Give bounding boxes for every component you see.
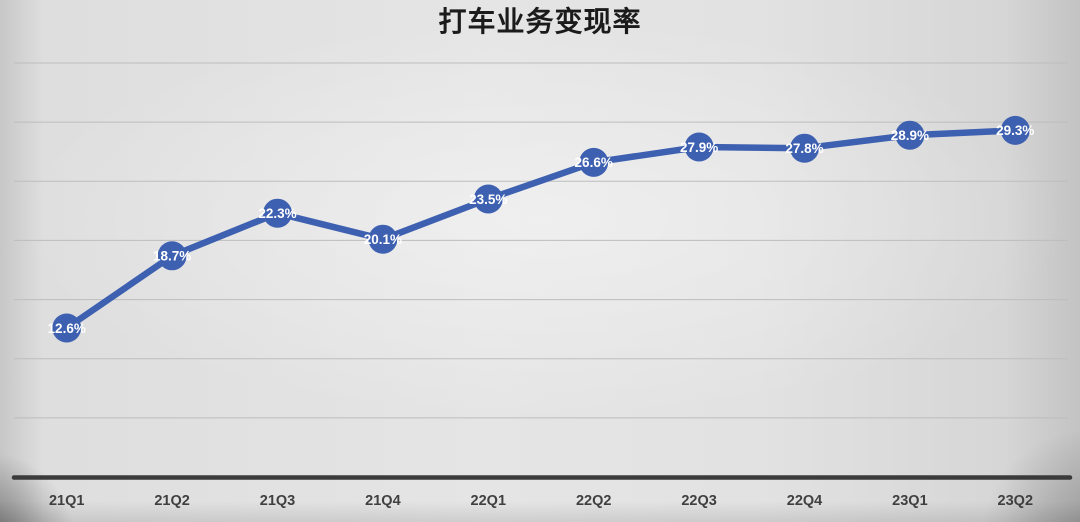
x-axis-label: 21Q2 (154, 493, 189, 509)
data-point-marker (473, 184, 503, 214)
x-axis-label: 22Q2 (576, 493, 611, 509)
data-point-marker (157, 241, 187, 271)
data-point-marker (263, 198, 292, 228)
trend-line (63, 127, 1019, 332)
x-axis-label: 21Q4 (365, 493, 400, 509)
data-label: 27.8% (785, 141, 823, 156)
data-point-marker (368, 224, 398, 254)
data-label: 18.7% (153, 249, 191, 264)
data-label: 20.1% (364, 232, 402, 247)
data-label: 23.5% (469, 192, 507, 207)
data-label: 28.9% (891, 128, 929, 143)
data-point-marker (790, 133, 819, 163)
x-axis-label: 21Q1 (49, 493, 84, 509)
data-label: 27.9% (680, 140, 718, 155)
x-axis-label: 21Q3 (260, 493, 295, 509)
x-axis-label: 22Q1 (471, 493, 506, 509)
data-label: 22.3% (258, 206, 296, 221)
x-axis-label: 22Q4 (787, 493, 822, 509)
data-point-marker (52, 313, 82, 343)
data-label: 26.6% (575, 155, 613, 170)
data-label: 29.3% (996, 123, 1034, 138)
data-point-marker (684, 132, 714, 162)
x-axis-label: 22Q3 (681, 493, 716, 509)
x-axis-label: 23Q1 (892, 493, 927, 509)
chart-title: 打车业务变现率 (438, 6, 642, 37)
data-point-marker (1000, 115, 1030, 145)
data-label: 12.6% (48, 321, 86, 336)
data-point-marker (579, 147, 609, 177)
data-point-marker (895, 120, 925, 150)
x-axis-label: 23Q2 (998, 493, 1033, 509)
